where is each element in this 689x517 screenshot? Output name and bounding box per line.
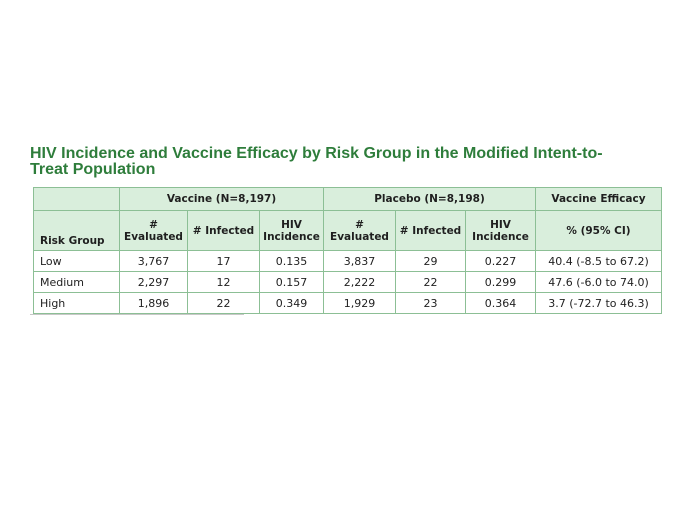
cell-risk-group: High [33, 292, 120, 314]
cell-vaccine-efficacy: 3.7 (-72.7 to 46.3) [535, 292, 662, 314]
column-header-placebo-evaluated: # Evaluated [323, 210, 396, 251]
cell-placebo-infected: 22 [395, 271, 466, 293]
table-row: Low 3,767 17 0.135 3,837 29 0.227 40.4 (… [33, 250, 662, 272]
chart-title: HIV Incidence and Vaccine Efficacy by Ri… [30, 146, 670, 178]
column-header-placebo-incidence: HIV Incidence [465, 210, 536, 251]
column-header-placebo-infected: # Infected [395, 210, 466, 251]
cell-vaccine-evaluated: 1,896 [119, 292, 188, 314]
header-blank-cell [33, 187, 120, 211]
cell-vaccine-infected: 12 [187, 271, 260, 293]
column-header-text: # Evaluated [330, 218, 389, 243]
chart-title-line-1: HIV Incidence and Vaccine Efficacy by Ri… [30, 145, 603, 162]
efficacy-table: Vaccine (N=8,197) Placebo (N=8,198) Vacc… [33, 187, 662, 314]
cell-placebo-evaluated: 1,929 [323, 292, 396, 314]
cell-vaccine-infected: 22 [187, 292, 260, 314]
cell-vaccine-infected: 17 [187, 250, 260, 272]
column-header-text: HIV Incidence [472, 218, 529, 243]
group-header-vaccine: Vaccine (N=8,197) [119, 187, 324, 211]
cell-placebo-evaluated: 2,222 [323, 271, 396, 293]
cell-risk-group: Medium [33, 271, 120, 293]
cell-vaccine-incidence: 0.157 [259, 271, 324, 293]
cell-vaccine-evaluated: 2,297 [119, 271, 188, 293]
cell-placebo-incidence: 0.364 [465, 292, 536, 314]
column-header-efficacy-ci: % (95% CI) [535, 210, 662, 251]
cell-vaccine-incidence: 0.135 [259, 250, 324, 272]
cell-vaccine-efficacy: 40.4 (-8.5 to 67.2) [535, 250, 662, 272]
column-header-text: # Evaluated [124, 218, 183, 243]
group-header-placebo: Placebo (N=8,198) [323, 187, 536, 211]
chart-title-line-2: Treat Population [30, 161, 156, 178]
table-row: Medium 2,297 12 0.157 2,222 22 0.299 47.… [33, 271, 662, 293]
cell-risk-group: Low [33, 250, 120, 272]
cell-placebo-incidence: 0.227 [465, 250, 536, 272]
footer-divider [30, 314, 244, 315]
cell-placebo-incidence: 0.299 [465, 271, 536, 293]
cell-placebo-infected: 23 [395, 292, 466, 314]
cell-placebo-infected: 29 [395, 250, 466, 272]
column-header-vaccine-infected: # Infected [187, 210, 260, 251]
cell-vaccine-evaluated: 3,767 [119, 250, 188, 272]
column-header-risk-group: Risk Group [33, 210, 120, 251]
column-header-vaccine-incidence: HIV Incidence [259, 210, 324, 251]
group-header-efficacy: Vaccine Efficacy [535, 187, 662, 211]
cell-vaccine-efficacy: 47.6 (-6.0 to 74.0) [535, 271, 662, 293]
table-row: High 1,896 22 0.349 1,929 23 0.364 3.7 (… [33, 292, 662, 314]
column-header-text: HIV Incidence [263, 218, 320, 243]
data-table-container: Vaccine (N=8,197) Placebo (N=8,198) Vacc… [33, 187, 662, 314]
column-header-vaccine-evaluated: # Evaluated [119, 210, 188, 251]
cell-placebo-evaluated: 3,837 [323, 250, 396, 272]
cell-vaccine-incidence: 0.349 [259, 292, 324, 314]
